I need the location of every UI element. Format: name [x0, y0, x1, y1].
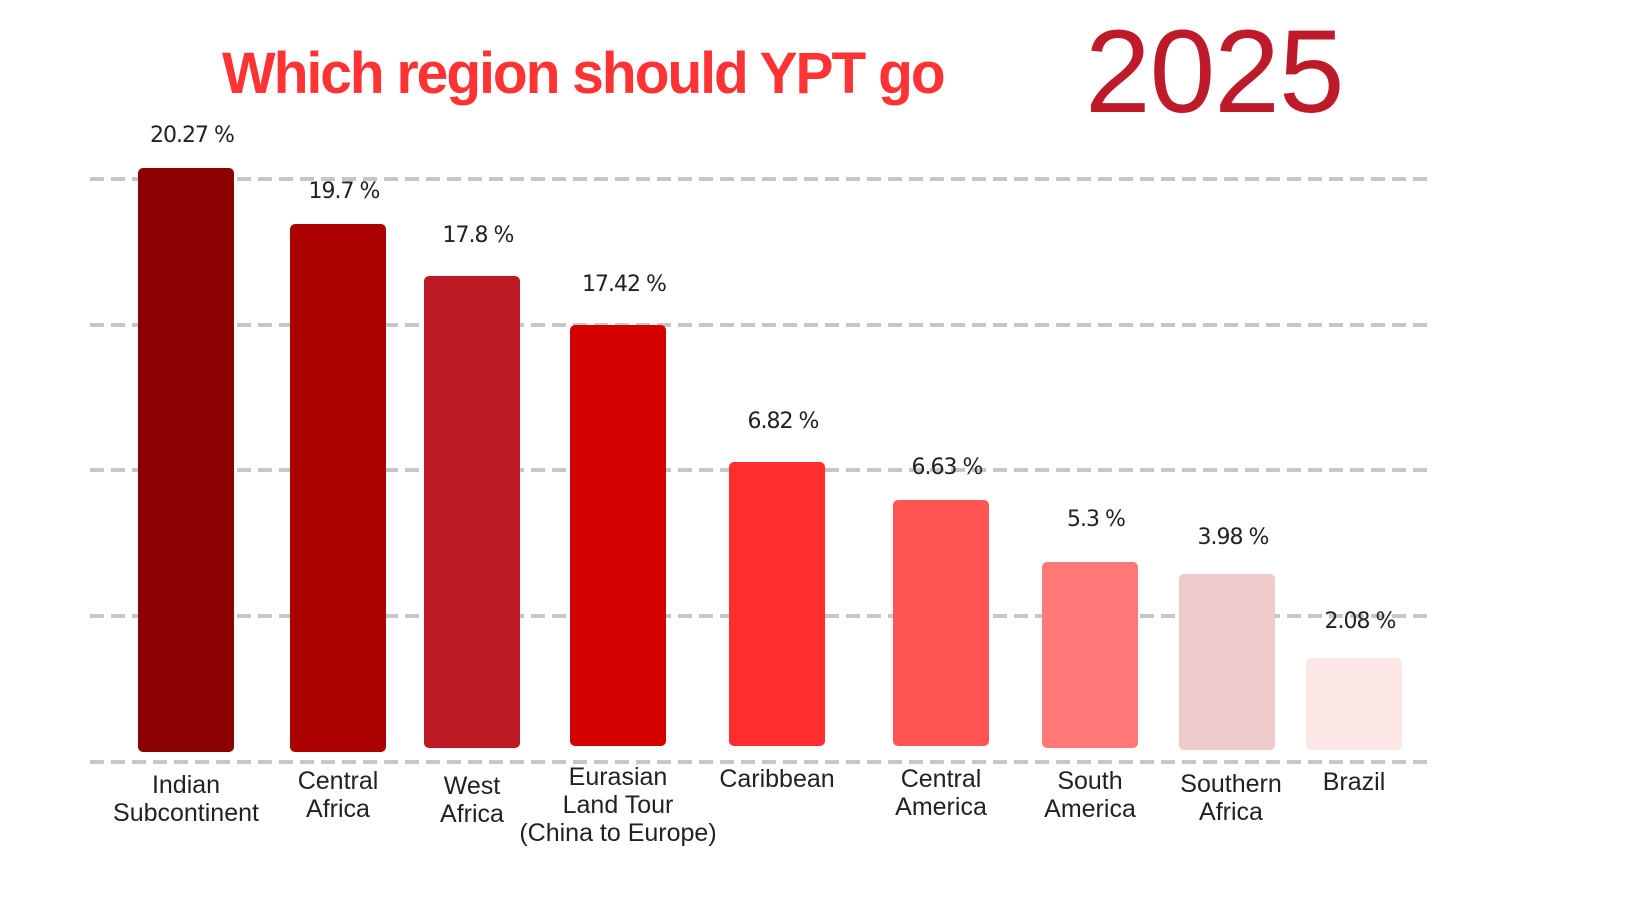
bar: [138, 168, 234, 752]
category-label-line: Central: [298, 767, 379, 795]
category-label: Caribbean: [719, 765, 834, 793]
category-label: West Africa: [440, 772, 504, 828]
value-label: 20.27 %: [150, 123, 234, 148]
bar: [290, 224, 386, 752]
bar: [1306, 658, 1402, 750]
category-label-line: West: [444, 772, 501, 800]
category-label-line: Subcontinent: [113, 799, 259, 827]
category-label-line: Land Tour: [563, 791, 674, 819]
value-label: 5.3 %: [1067, 507, 1125, 532]
category-label-line: Central: [901, 765, 982, 793]
category-label: Central America: [895, 765, 987, 821]
category-label-line: (China to Europe): [519, 819, 716, 847]
value-label: 6.82 %: [748, 409, 819, 434]
bar: [570, 325, 666, 746]
title-year-text: 2025: [1085, 6, 1345, 138]
title-main-text: Which region should YPT go: [222, 41, 946, 106]
value-label: 2.08 %: [1325, 609, 1396, 634]
category-label-line: South: [1057, 767, 1122, 795]
chart-title: Which region should YPT go 2025: [0, 0, 1640, 138]
bar: [1042, 562, 1138, 748]
value-label: 3.98 %: [1198, 525, 1269, 550]
bar: [729, 462, 825, 746]
category-label-line: Africa: [440, 800, 504, 828]
category-label-line: Southern: [1180, 770, 1281, 798]
category-label-line: Brazil: [1323, 768, 1386, 796]
value-labels: 20.27 % 19.7 % 17.8 % 17.42 % 6.82 % 6.63 % 5.…: [150, 123, 1396, 634]
category-label-line: Eurasian: [569, 763, 668, 791]
category-label: South America: [1044, 767, 1136, 823]
category-label: Brazil: [1323, 768, 1386, 796]
category-label: Eurasian Land Tour (China to Europe): [519, 763, 716, 847]
category-label-line: America: [1044, 795, 1136, 823]
value-label: 6.63 %: [912, 455, 983, 480]
category-label-line: Indian: [152, 771, 220, 799]
category-label-line: Africa: [306, 795, 370, 823]
category-label: Central Africa: [298, 767, 379, 823]
category-label-line: America: [895, 793, 987, 821]
bar: [1179, 574, 1275, 750]
category-label-line: Caribbean: [719, 765, 834, 793]
bar: [893, 500, 989, 746]
bar: [424, 276, 520, 748]
category-label: Indian Subcontinent: [113, 771, 259, 827]
value-label: 17.42 %: [582, 272, 666, 297]
value-label: 17.8 %: [443, 223, 514, 248]
bars: [138, 168, 1402, 752]
value-label: 19.7 %: [309, 179, 380, 204]
category-label-line: Africa: [1199, 798, 1263, 826]
category-label: Southern Africa: [1180, 770, 1281, 826]
